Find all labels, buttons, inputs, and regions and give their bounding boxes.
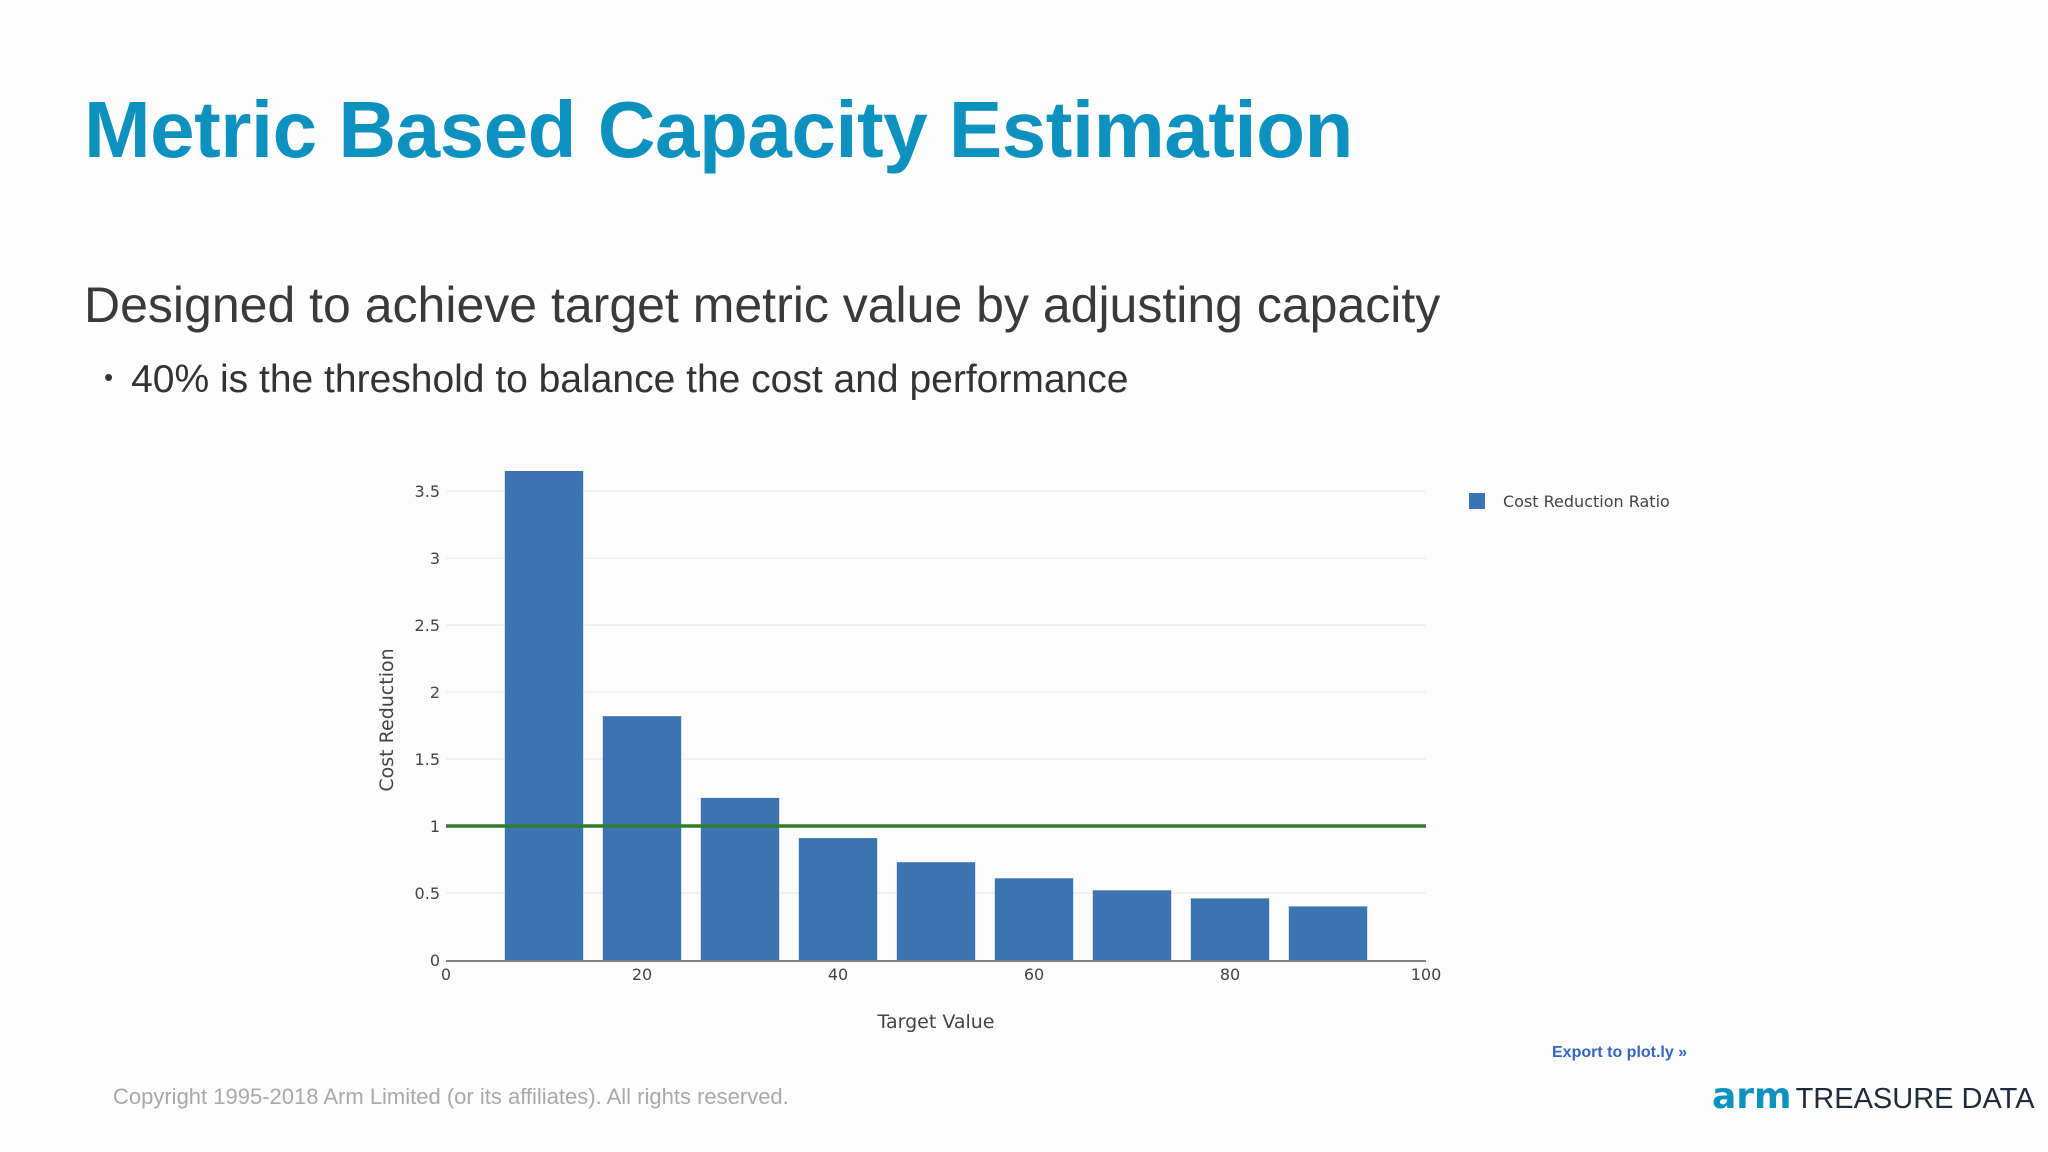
x-tick-label: 20 xyxy=(632,965,652,984)
bar xyxy=(1190,898,1270,960)
bar xyxy=(994,878,1074,960)
bullet-item: • 40% is the threshold to balance the cos… xyxy=(104,358,1128,402)
bar xyxy=(700,797,780,960)
x-tick-label: 100 xyxy=(1411,965,1442,984)
bar-chart: 0 0.5 1 1.5 2 2.5 3 3.5 0 20 40 60 80 100 Target Value… xyxy=(376,471,1670,1033)
bar xyxy=(602,716,682,960)
legend-label: Cost Reduction Ratio xyxy=(1503,492,1670,511)
copyright-text: Copyright 1995-2018 Arm Limited (or its … xyxy=(113,1084,789,1109)
export-to-plotly-link[interactable]: Export to plot.ly » xyxy=(1552,1044,1688,1061)
slide-title: Metric Based Capacity Estimation xyxy=(84,85,1353,174)
legend-swatch xyxy=(1469,493,1485,509)
y-tick-label: 1 xyxy=(430,817,440,836)
bar xyxy=(504,471,584,960)
bar xyxy=(1288,906,1368,960)
y-tick-label: 1.5 xyxy=(415,750,440,769)
bar xyxy=(1092,890,1172,960)
bullet-text: 40% is the threshold to balance the cost… xyxy=(131,358,1129,401)
x-tick-label: 40 xyxy=(828,965,848,984)
x-axis-title: Target Value xyxy=(877,1011,995,1033)
arm-treasure-data-logo: arm TREASURE DATA xyxy=(1712,1076,2035,1117)
y-tick-label: 3 xyxy=(430,549,440,568)
x-tick-label: 60 xyxy=(1024,965,1044,984)
y-tick-label: 0.5 xyxy=(415,884,440,903)
bar xyxy=(798,838,878,960)
y-tick-label: 2.5 xyxy=(415,616,440,635)
bar xyxy=(896,862,976,960)
logo-treasure-data-text: TREASURE DATA xyxy=(1795,1083,2035,1115)
y-tick-label: 2 xyxy=(430,683,440,702)
y-axis-title: Cost Reduction xyxy=(376,648,398,791)
x-tick-label: 80 xyxy=(1220,965,1240,984)
y-tick-label: 0 xyxy=(430,951,440,970)
logo-arm-text: arm xyxy=(1712,1076,1792,1117)
bullet-dot-icon: • xyxy=(104,362,114,392)
chart-panel: 0 0.5 1 1.5 2 2.5 3 3.5 0 20 40 60 80 100 Target Value… xyxy=(90,440,1740,1140)
y-tick-label: 3.5 xyxy=(415,482,440,501)
slide-subtitle: Designed to achieve target metric value … xyxy=(84,277,1441,333)
x-tick-label: 0 xyxy=(441,965,451,984)
